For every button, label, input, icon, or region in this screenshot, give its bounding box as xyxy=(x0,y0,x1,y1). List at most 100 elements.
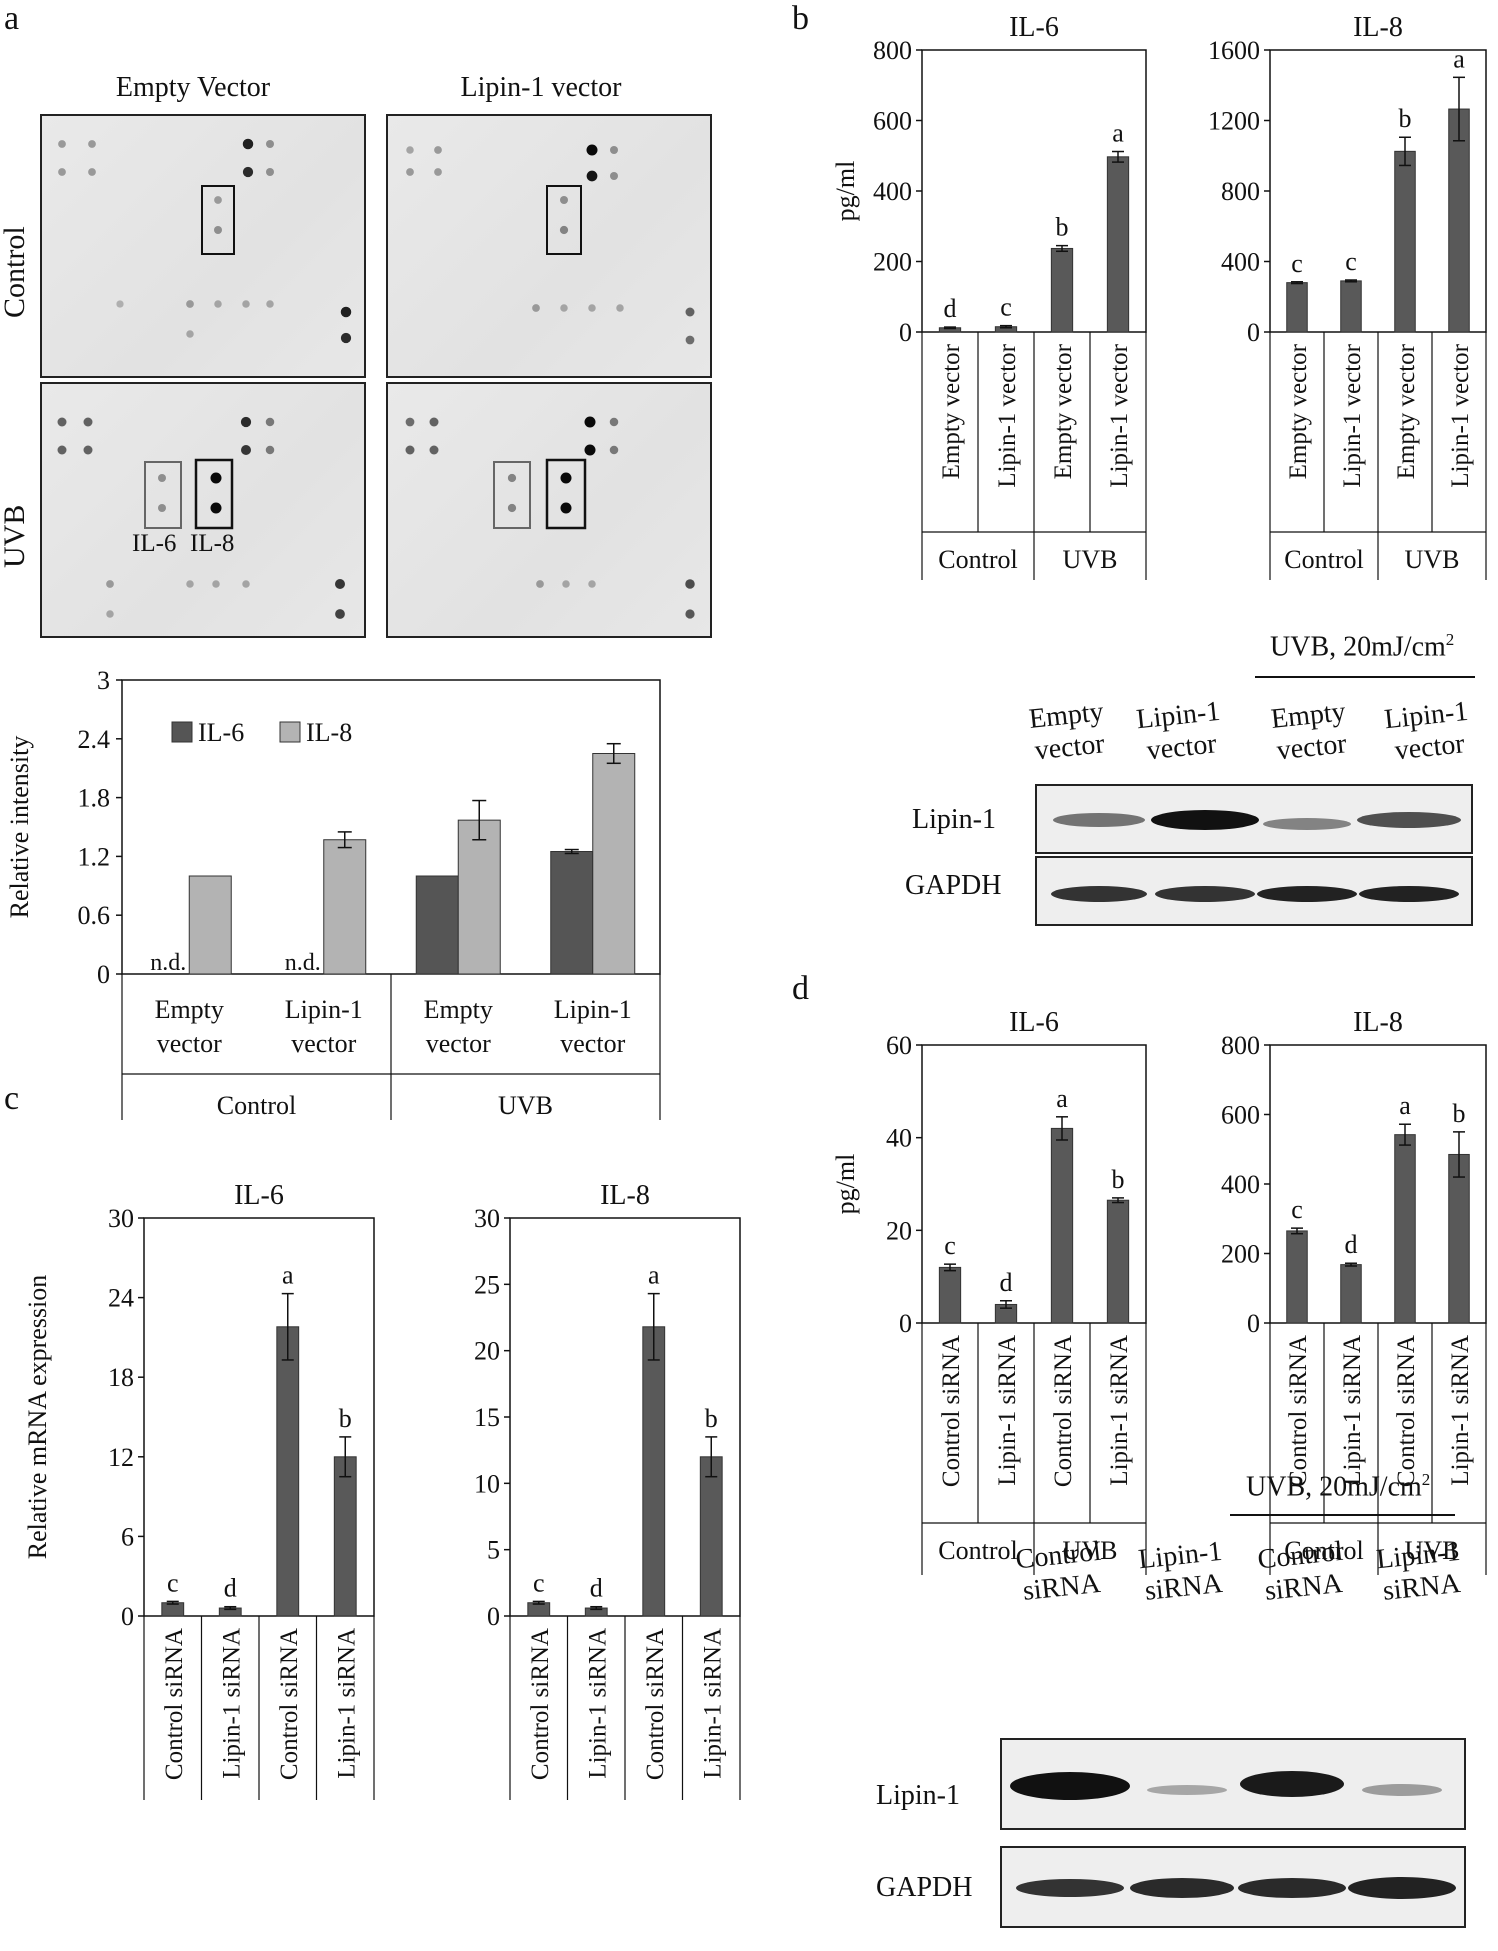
il8-box-empty-control xyxy=(201,185,235,255)
band xyxy=(1257,886,1357,902)
category-label: Empty vector xyxy=(1285,343,1312,479)
array-spot xyxy=(586,170,598,182)
bar xyxy=(333,1456,357,1617)
array-spot xyxy=(560,304,568,312)
category-label: Empty xyxy=(424,995,493,1024)
significance-letter: a xyxy=(1056,1084,1068,1113)
western-d-header-sup: 2 xyxy=(1421,1470,1431,1489)
western-d-gapdh-bands xyxy=(1016,1877,1456,1899)
y-tick-label: 0 xyxy=(487,1602,500,1631)
il6-box-empty-uvb xyxy=(144,461,182,529)
western-b-header: UVB, 20mJ/cm2 xyxy=(1270,630,1454,663)
bar xyxy=(188,875,232,975)
western-d-header: UVB, 20mJ/cm2 xyxy=(1246,1470,1430,1503)
western-d-header-text: UVB, 20mJ/cm xyxy=(1246,1471,1422,1503)
band xyxy=(1053,813,1145,827)
array-spot xyxy=(214,196,222,204)
significance-letter: c xyxy=(1000,293,1012,322)
array-spot xyxy=(335,609,345,619)
y-tick-label: 20 xyxy=(886,1216,912,1245)
y-tick-label: 1600 xyxy=(1208,36,1260,65)
legend-label: IL-6 xyxy=(198,718,244,747)
group-label: Control xyxy=(1284,1536,1363,1565)
group-label: Control xyxy=(1284,545,1363,574)
y-tick-label: 600 xyxy=(1221,1101,1260,1130)
significance-letter: d xyxy=(224,1574,237,1603)
bar xyxy=(642,1326,666,1617)
array-spot xyxy=(57,417,67,427)
band xyxy=(1359,886,1459,902)
array-spot xyxy=(588,580,596,588)
category-label: Lipin-1 vector xyxy=(1447,343,1474,487)
bar xyxy=(323,839,367,975)
significance-letter: c xyxy=(1345,247,1357,276)
category-label: Lipin-1 siRNA xyxy=(1447,1335,1474,1486)
chart-d-il8: IL-8 0 200 400 600 800 c Control siRNA d Lipin-1 … xyxy=(1221,1007,1487,1575)
band xyxy=(1151,810,1259,830)
il8-box-lipin1-uvb xyxy=(545,458,587,530)
array-spot xyxy=(560,502,572,514)
bar xyxy=(1106,156,1130,333)
category-label: Lipin-1 siRNA xyxy=(1106,1335,1133,1486)
array-spot xyxy=(240,416,252,428)
array-spot xyxy=(210,502,222,514)
category-label: Control siRNA xyxy=(276,1628,303,1780)
array-spot xyxy=(106,580,114,588)
y-tick-label: 20 xyxy=(474,1337,500,1366)
y-tick-label: 30 xyxy=(474,1204,500,1233)
array-spot xyxy=(57,445,67,455)
array-spot xyxy=(532,304,540,312)
array-spot xyxy=(616,304,624,312)
array-spot xyxy=(429,445,439,455)
significance-letter: b xyxy=(1112,1165,1125,1194)
array-spot xyxy=(88,168,96,176)
panel-letter-d: d xyxy=(792,970,809,1007)
y-axis-label: pg/ml xyxy=(831,161,860,222)
category-label: Lipin-1 siRNA xyxy=(218,1628,245,1779)
bar xyxy=(415,875,459,975)
category-label: vector xyxy=(291,1029,356,1058)
category-label: Lipin-1 xyxy=(285,995,363,1024)
array-spot xyxy=(158,474,166,482)
array-spot xyxy=(242,300,250,308)
western-b-lane-2: Lipin-1 vector xyxy=(1107,693,1253,771)
array-spot xyxy=(507,503,517,513)
band xyxy=(1155,886,1255,902)
band xyxy=(1348,1877,1456,1899)
chart-title: IL-8 xyxy=(1353,12,1403,43)
y-tick-label: 60 xyxy=(886,1031,912,1060)
array-spot xyxy=(83,445,93,455)
array-spot xyxy=(434,168,442,176)
bar xyxy=(1448,1153,1470,1324)
significance-letter: d xyxy=(1000,1268,1013,1297)
nd-label: n.d. xyxy=(285,950,321,976)
y-tick-label: 200 xyxy=(873,248,912,277)
significance-letter: a xyxy=(648,1261,660,1290)
y-tick-label: 12 xyxy=(108,1443,134,1472)
y-tick-label: 1.2 xyxy=(78,842,111,871)
bar xyxy=(1050,247,1074,333)
western-b-row-gapdh: GAPDH xyxy=(905,870,1002,901)
y-tick-label: 400 xyxy=(1221,248,1260,277)
chart-c-il8: IL-8 0 5 10 15 20 25 30 c Control siRNA d Lipin-1 s… xyxy=(474,1180,741,1800)
significance-letter: a xyxy=(1453,44,1465,73)
array-spot xyxy=(507,473,517,483)
array-spot xyxy=(266,168,274,176)
y-tick-label: 24 xyxy=(108,1284,134,1313)
box-label-il6: IL-6 xyxy=(132,530,177,557)
category-label: Control siRNA xyxy=(1393,1335,1420,1487)
array-spot xyxy=(265,417,275,427)
chart-a-relative-intensity: 0 0.6 1.2 1.8 2.4 3 Relative intensity IL-6 IL-8… xyxy=(5,666,661,1120)
array-spot xyxy=(241,445,251,455)
significance-letter: d xyxy=(590,1574,603,1603)
array-spot xyxy=(685,307,695,317)
array-spot xyxy=(405,417,415,427)
chart-title: IL-6 xyxy=(1009,12,1059,43)
band xyxy=(1238,1878,1346,1898)
significance-letter: a xyxy=(282,1261,294,1290)
y-tick-label: 400 xyxy=(1221,1170,1260,1199)
y-tick-label: 0 xyxy=(121,1602,134,1631)
panel-letter-a: a xyxy=(4,0,20,37)
array-spot xyxy=(242,138,254,150)
il8-box-lipin1-control xyxy=(546,185,582,255)
